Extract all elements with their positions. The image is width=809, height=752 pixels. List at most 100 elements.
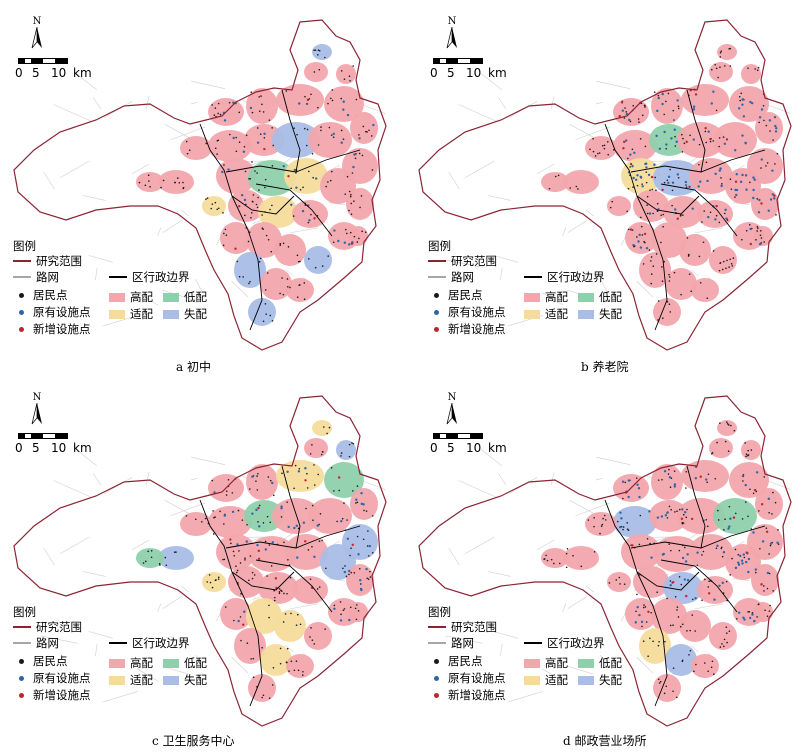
- scale-tick-10: 10: [466, 66, 482, 80]
- legend-road-network: 路网: [451, 270, 474, 284]
- mismatch-swatch: [578, 309, 594, 319]
- residential-dot-icon: [434, 292, 439, 298]
- map-panel-d: N 0 5 10 km 图例 研究范围 路网 区行政边界 居民点 高配 低配 原…: [405, 376, 809, 752]
- new-dot-icon: [434, 692, 439, 698]
- legend-residential: 居民点: [448, 654, 483, 668]
- legend-low: 低配: [184, 656, 207, 670]
- district-boundary: [636, 571, 700, 591]
- residential-dot-icon: [19, 292, 24, 298]
- legend-low: 低配: [599, 656, 622, 670]
- legend-existing: 原有设施点: [33, 305, 91, 319]
- map-canvas-d: [418, 395, 792, 727]
- high-swatch: [109, 658, 125, 668]
- scale-unit: km: [73, 66, 92, 80]
- legend-existing: 原有设施点: [448, 671, 506, 685]
- mismatch-swatch: [163, 675, 179, 685]
- road-swatch: [13, 276, 31, 278]
- scale-unit: km: [488, 441, 507, 455]
- low-swatch: [578, 292, 594, 302]
- study-area-swatch: [428, 260, 446, 262]
- legend-low: 低配: [184, 290, 207, 304]
- low-swatch: [163, 658, 179, 668]
- legend-mismatch: 失配: [184, 307, 207, 321]
- legend-suitable: 适配: [130, 307, 153, 321]
- legend-study-area: 研究范围: [451, 254, 497, 268]
- district-boundary: [255, 183, 333, 237]
- suitable-swatch: [524, 309, 540, 319]
- mismatch-swatch: [163, 309, 179, 319]
- study-area-boundary: [13, 395, 387, 727]
- scale-tick-0: 0: [15, 66, 23, 80]
- district-boundary: [636, 195, 700, 215]
- study-area-boundary: [418, 395, 792, 727]
- residential-points: [142, 426, 374, 699]
- district-swatch: [524, 276, 542, 278]
- north-arrow-icon: [31, 402, 42, 425]
- high-swatch: [109, 292, 125, 302]
- legend-new: 新增设施点: [33, 688, 91, 702]
- panel-caption-b: b 养老院: [581, 360, 629, 374]
- legend-mismatch: 失配: [599, 307, 622, 321]
- district-swatch: [109, 642, 127, 644]
- district-boundary: [660, 559, 738, 613]
- panel-caption-a: a 初中: [176, 360, 211, 374]
- legend-high: 高配: [545, 290, 568, 304]
- low-swatch: [578, 658, 594, 668]
- scale-tick-0: 0: [430, 66, 438, 80]
- road-swatch: [428, 642, 446, 644]
- legend-title: 图例: [428, 239, 451, 253]
- legend-road-network: 路网: [36, 270, 59, 284]
- legend-high: 高配: [545, 656, 568, 670]
- road-swatch: [428, 276, 446, 278]
- legend-study-area: 研究范围: [451, 620, 497, 634]
- low-swatch: [163, 292, 179, 302]
- study-area-swatch: [13, 260, 31, 262]
- existing-dot-icon: [434, 675, 439, 681]
- scale-tick-5: 5: [447, 441, 455, 455]
- road-swatch: [13, 642, 31, 644]
- coverage-areas: [136, 420, 378, 702]
- map-canvas-c: [13, 395, 387, 727]
- study-area-swatch: [13, 626, 31, 628]
- legend-suitable: 适配: [130, 673, 153, 687]
- district-boundary: [686, 89, 706, 173]
- district-boundary: [199, 123, 233, 197]
- legend-title: 图例: [13, 605, 36, 619]
- legend-suitable: 适配: [545, 673, 568, 687]
- facility-points: [213, 467, 372, 626]
- map-panel-c: N 0 5 10 km 图例 研究范围 路网 区行政边界 居民点 高配 低配 原…: [0, 376, 404, 752]
- suitable-swatch: [109, 309, 125, 319]
- district-boundary: [686, 465, 706, 549]
- legend-residential: 居民点: [33, 654, 68, 668]
- legend-district-boundary: 区行政边界: [132, 270, 190, 284]
- legend-new: 新增设施点: [448, 322, 506, 336]
- legend-title: 图例: [428, 605, 451, 619]
- residential-dot-icon: [434, 658, 439, 664]
- coverage-areas: [541, 44, 783, 326]
- high-swatch: [524, 658, 540, 668]
- north-arrow: N: [31, 16, 43, 52]
- district-boundary: [604, 499, 638, 573]
- legend-study-area: 研究范围: [36, 620, 82, 634]
- existing-dot-icon: [19, 309, 24, 315]
- scale-tick-10: 10: [51, 441, 67, 455]
- district-boundary: [281, 89, 301, 173]
- new-dot-icon: [19, 326, 24, 332]
- panel-caption-d: d 邮政营业场所: [563, 734, 647, 748]
- legend-residential: 居民点: [33, 288, 68, 302]
- legend-suitable: 适配: [545, 307, 568, 321]
- map-canvas-a: [13, 19, 387, 351]
- legend-low: 低配: [599, 290, 622, 304]
- map-panel-a: N 0 5 10 km 图例 研究范围 路网 区行政边界 居民点 高配 低配 原…: [0, 0, 404, 376]
- district-boundary: [231, 571, 263, 707]
- suitable-swatch: [109, 675, 125, 685]
- scale-tick-10: 10: [466, 441, 482, 455]
- scale-tick-5: 5: [32, 441, 40, 455]
- district-boundary: [636, 195, 668, 331]
- district-swatch: [524, 642, 542, 644]
- new-dot-icon: [19, 692, 24, 698]
- legend-new: 新增设施点: [33, 322, 91, 336]
- residential-points: [548, 47, 779, 321]
- scale-unit: km: [73, 441, 92, 455]
- facility-points: [618, 465, 779, 624]
